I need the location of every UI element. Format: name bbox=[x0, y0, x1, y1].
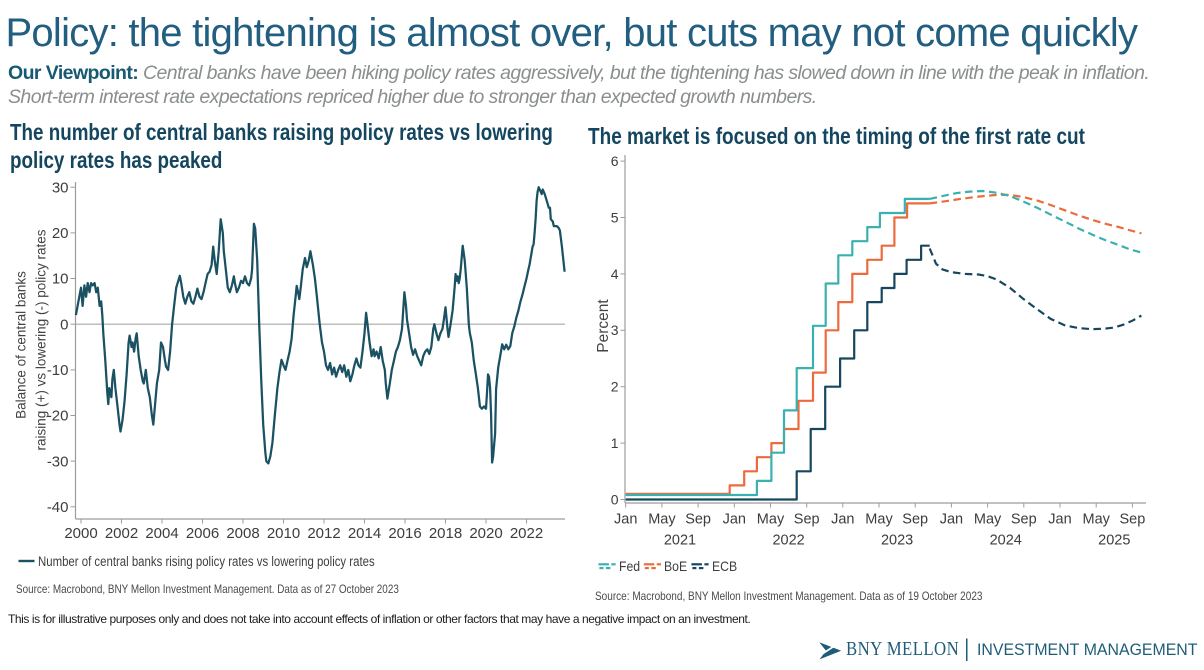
svg-text:4: 4 bbox=[611, 266, 619, 282]
svg-text:Balance of central banks: Balance of central banks bbox=[14, 271, 29, 419]
svg-text:Jan: Jan bbox=[614, 512, 637, 528]
svg-text:-20: -20 bbox=[47, 408, 69, 425]
svg-text:30: 30 bbox=[52, 179, 69, 196]
svg-text:raising (+) vs lowering (-) po: raising (+) vs lowering (-) policy rates bbox=[34, 229, 49, 450]
svg-text:May: May bbox=[974, 512, 1002, 528]
svg-text:3: 3 bbox=[611, 322, 619, 338]
svg-text:Jan: Jan bbox=[940, 512, 963, 528]
svg-text:-10: -10 bbox=[47, 362, 69, 379]
svg-text:2025: 2025 bbox=[1098, 533, 1130, 549]
svg-text:2012: 2012 bbox=[307, 525, 340, 542]
svg-text:Sep: Sep bbox=[1011, 512, 1037, 528]
svg-text:2000: 2000 bbox=[64, 525, 97, 542]
svg-text:2023: 2023 bbox=[881, 533, 913, 549]
svg-text:6: 6 bbox=[611, 153, 619, 169]
svg-text:Sep: Sep bbox=[1119, 512, 1145, 528]
svg-text:Sep: Sep bbox=[902, 512, 928, 528]
svg-text:Jan: Jan bbox=[1048, 512, 1071, 528]
svg-text:-40: -40 bbox=[47, 499, 69, 516]
svg-text:May: May bbox=[757, 512, 785, 528]
svg-text:2022: 2022 bbox=[510, 525, 543, 542]
svg-text:2002: 2002 bbox=[105, 525, 138, 542]
svg-text:10: 10 bbox=[52, 271, 69, 288]
svg-text:May: May bbox=[1082, 512, 1110, 528]
svg-text:Jan: Jan bbox=[723, 512, 746, 528]
svg-text:2022: 2022 bbox=[772, 533, 804, 549]
svg-text:5: 5 bbox=[611, 209, 619, 225]
svg-text:2008: 2008 bbox=[226, 525, 259, 542]
svg-text:Sep: Sep bbox=[794, 512, 820, 528]
svg-text:2: 2 bbox=[611, 379, 619, 395]
svg-text:-30: -30 bbox=[47, 453, 69, 470]
svg-text:0: 0 bbox=[611, 491, 619, 507]
svg-text:2006: 2006 bbox=[186, 525, 219, 542]
svg-text:2014: 2014 bbox=[348, 525, 381, 542]
svg-text:0: 0 bbox=[60, 316, 68, 333]
svg-text:2020: 2020 bbox=[469, 525, 502, 542]
svg-text:2024: 2024 bbox=[990, 533, 1022, 549]
svg-text:20: 20 bbox=[52, 225, 69, 242]
svg-text:2018: 2018 bbox=[429, 525, 462, 542]
svg-text:May: May bbox=[648, 512, 676, 528]
svg-text:Sep: Sep bbox=[685, 512, 711, 528]
svg-text:2016: 2016 bbox=[388, 525, 421, 542]
svg-text:2010: 2010 bbox=[267, 525, 300, 542]
svg-text:2004: 2004 bbox=[145, 525, 178, 542]
svg-text:Jan: Jan bbox=[831, 512, 854, 528]
svg-text:May: May bbox=[865, 512, 893, 528]
svg-text:Percent: Percent bbox=[595, 299, 612, 353]
svg-text:1: 1 bbox=[611, 435, 619, 451]
svg-text:2021: 2021 bbox=[664, 533, 696, 549]
